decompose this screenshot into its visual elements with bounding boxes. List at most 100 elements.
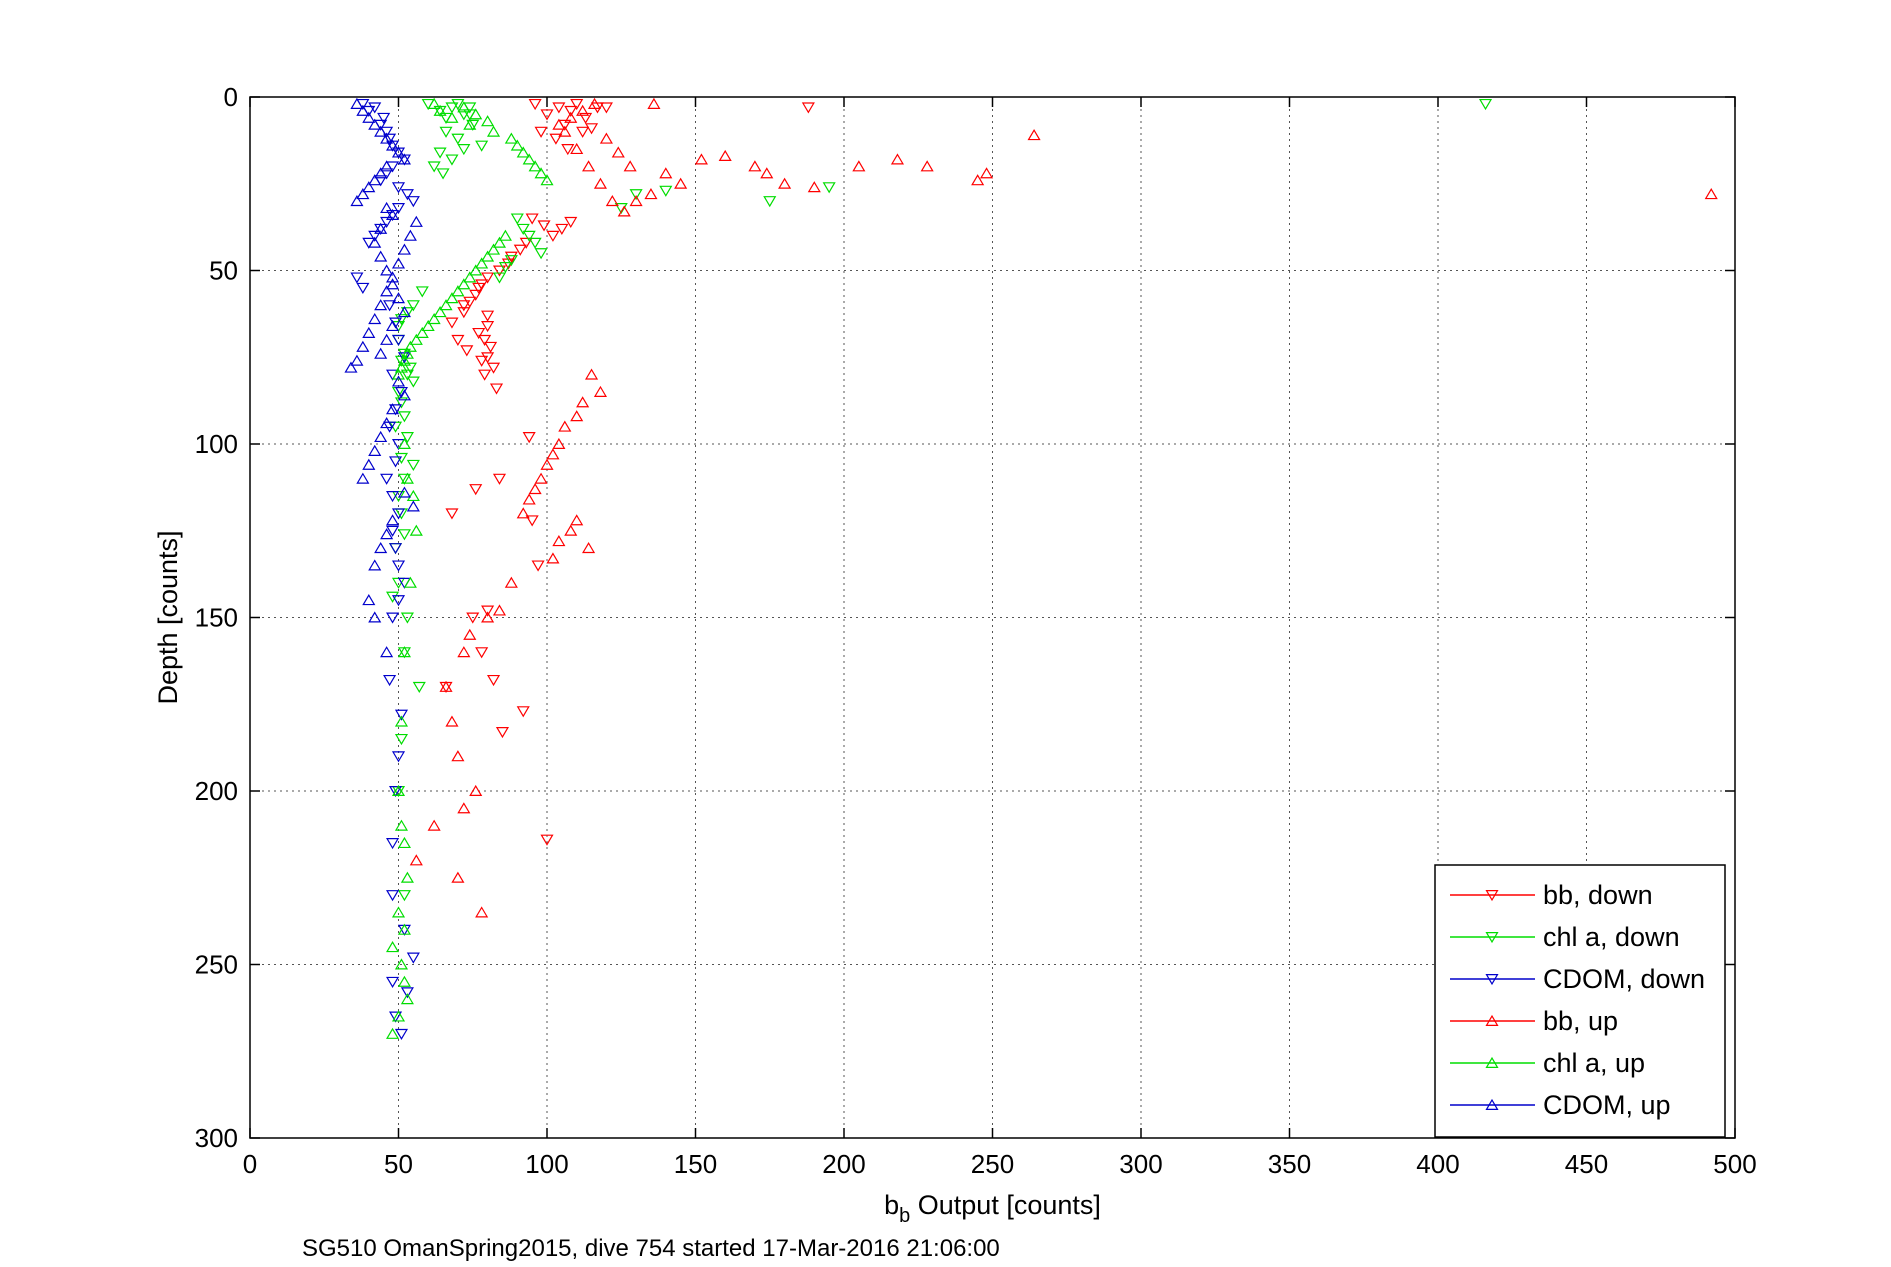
data-point bbox=[439, 126, 453, 138]
data-point bbox=[540, 458, 554, 470]
data-point bbox=[570, 410, 584, 422]
data-point bbox=[406, 300, 420, 312]
x-axis-label-subscript: b bbox=[899, 1205, 910, 1227]
legend-marker bbox=[1485, 1014, 1499, 1027]
data-point bbox=[801, 102, 815, 114]
data-point bbox=[445, 102, 459, 114]
data-point bbox=[388, 404, 403, 416]
data-point bbox=[463, 296, 477, 308]
data-point bbox=[492, 473, 507, 485]
data-point bbox=[890, 153, 905, 165]
data-point bbox=[374, 299, 388, 311]
data-point bbox=[564, 111, 578, 123]
series-5 bbox=[344, 97, 423, 658]
data-point bbox=[445, 111, 459, 123]
data-point bbox=[397, 529, 411, 541]
data-point bbox=[463, 118, 477, 130]
y-tick-label: 300 bbox=[195, 1123, 238, 1153]
data-point bbox=[391, 1010, 406, 1022]
data-point bbox=[492, 272, 507, 284]
data-point bbox=[383, 133, 397, 145]
data-point bbox=[380, 126, 394, 138]
data-point bbox=[397, 486, 411, 498]
data-point bbox=[694, 153, 708, 165]
y-tick-label: 200 bbox=[195, 776, 238, 806]
data-point bbox=[386, 491, 400, 503]
data-point bbox=[350, 194, 364, 207]
data-point bbox=[451, 871, 465, 883]
data-point bbox=[457, 101, 471, 113]
data-point bbox=[475, 355, 489, 367]
data-point bbox=[400, 432, 414, 444]
data-point bbox=[611, 146, 625, 158]
data-point bbox=[980, 167, 994, 179]
data-point bbox=[421, 98, 435, 111]
data-point bbox=[394, 361, 409, 373]
data-point bbox=[400, 189, 414, 201]
y-tick-label: 0 bbox=[224, 82, 238, 112]
data-point bbox=[971, 174, 985, 186]
data-point bbox=[537, 220, 551, 232]
data-point bbox=[397, 646, 411, 658]
data-point bbox=[394, 314, 409, 326]
data-point bbox=[374, 125, 388, 137]
data-point bbox=[400, 369, 414, 381]
data-point bbox=[822, 182, 836, 194]
data-point bbox=[368, 174, 382, 186]
data-point bbox=[623, 160, 637, 172]
data-point bbox=[492, 604, 507, 616]
data-point bbox=[397, 348, 411, 360]
data-point bbox=[397, 923, 411, 935]
data-point bbox=[368, 611, 382, 623]
data-point bbox=[400, 993, 414, 1005]
data-point bbox=[400, 871, 414, 883]
data-point bbox=[472, 282, 486, 294]
data-point bbox=[415, 326, 429, 338]
data-point bbox=[400, 472, 414, 484]
data-point bbox=[451, 98, 465, 111]
data-point bbox=[540, 109, 554, 121]
data-point bbox=[394, 715, 409, 727]
data-point bbox=[760, 167, 774, 179]
data-point bbox=[540, 174, 554, 186]
data-point bbox=[576, 104, 590, 116]
data-point bbox=[457, 144, 471, 156]
data-point bbox=[528, 482, 542, 495]
data-point bbox=[486, 674, 501, 687]
data-point bbox=[391, 906, 406, 918]
data-point bbox=[380, 417, 394, 429]
data-point bbox=[463, 102, 477, 114]
data-point bbox=[362, 594, 376, 606]
data-point bbox=[386, 208, 400, 220]
data-point bbox=[368, 230, 382, 242]
data-point bbox=[433, 147, 447, 159]
data-point bbox=[403, 362, 417, 374]
data-point bbox=[451, 750, 465, 762]
data-point bbox=[614, 203, 628, 215]
data-point bbox=[498, 262, 512, 274]
data-point bbox=[469, 484, 483, 496]
data-point bbox=[386, 612, 400, 624]
data-point bbox=[388, 456, 403, 468]
legend-box bbox=[1434, 864, 1726, 1138]
data-point bbox=[386, 514, 400, 526]
data-point bbox=[478, 369, 492, 381]
data-point bbox=[386, 890, 400, 902]
data-point bbox=[513, 244, 527, 256]
data-point bbox=[528, 160, 542, 172]
data-point bbox=[525, 515, 539, 527]
data-point bbox=[356, 340, 370, 352]
data-point bbox=[397, 243, 411, 255]
legend-marker bbox=[1485, 1098, 1499, 1111]
data-point bbox=[394, 958, 409, 970]
data-point bbox=[383, 674, 397, 687]
data-point bbox=[570, 142, 584, 155]
data-point bbox=[659, 185, 673, 197]
data-point bbox=[397, 411, 411, 423]
data-point bbox=[504, 132, 518, 144]
data-point bbox=[386, 319, 400, 332]
data-point bbox=[400, 307, 414, 319]
data-point bbox=[350, 354, 364, 366]
data-point bbox=[386, 525, 400, 537]
